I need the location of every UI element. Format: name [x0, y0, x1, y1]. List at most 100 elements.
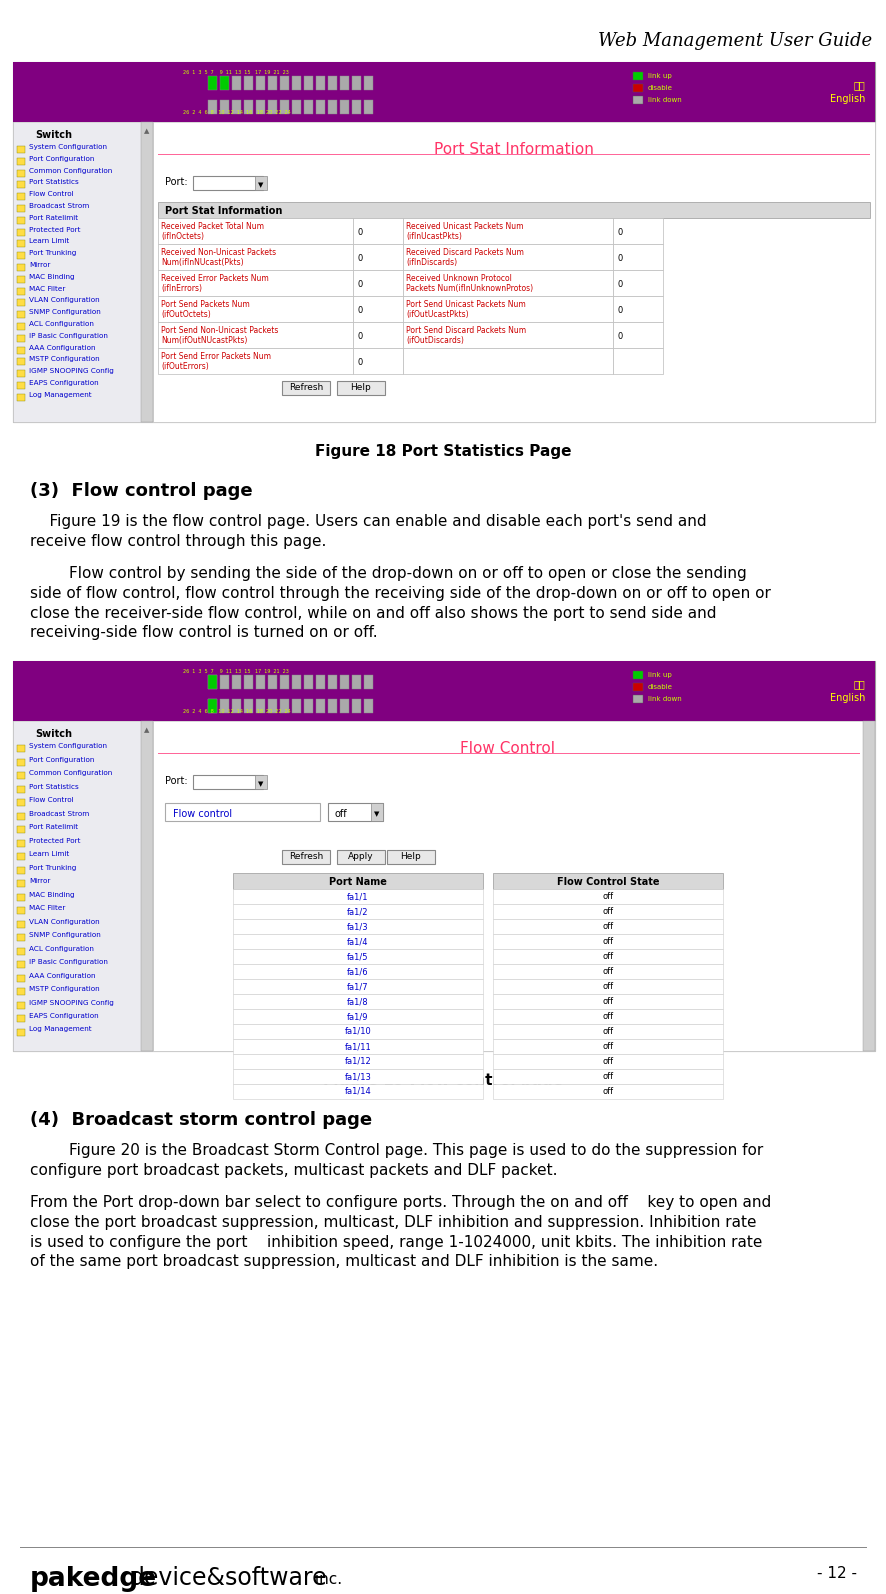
Bar — [291, 77, 300, 89]
Bar — [493, 1039, 722, 1054]
Bar — [315, 700, 324, 713]
Bar — [256, 700, 265, 713]
Text: Figure 20 is the Broadcast Storm Control page. This page is used to do the suppr: Figure 20 is the Broadcast Storm Control… — [30, 1143, 762, 1178]
Bar — [158, 269, 353, 296]
Bar — [612, 347, 662, 375]
Text: MAC Binding: MAC Binding — [29, 274, 74, 281]
Bar — [268, 77, 276, 89]
Text: link down: link down — [648, 97, 681, 104]
Bar — [268, 674, 276, 689]
Bar — [328, 100, 337, 115]
Text: Help: Help — [400, 853, 421, 861]
Text: Mirror: Mirror — [29, 878, 51, 885]
Bar — [17, 840, 25, 846]
Bar — [17, 1015, 25, 1022]
Text: Port Statistics: Port Statistics — [29, 180, 79, 185]
Text: From the Port drop-down bar select to configure ports. Through the on and off   : From the Port drop-down bar select to co… — [30, 1196, 771, 1269]
Bar — [207, 700, 217, 713]
Text: fa1/3: fa1/3 — [346, 921, 369, 931]
Bar — [363, 100, 373, 115]
Bar — [353, 269, 402, 296]
Bar — [315, 674, 324, 689]
Bar — [291, 700, 300, 713]
Bar — [363, 674, 373, 689]
Bar — [17, 894, 25, 901]
Bar — [17, 826, 25, 834]
Bar — [363, 700, 373, 713]
Text: 0: 0 — [358, 228, 363, 238]
Bar — [17, 346, 25, 354]
Bar — [207, 674, 217, 689]
Text: off: off — [602, 921, 613, 931]
Text: MSTP Configuration: MSTP Configuration — [29, 987, 99, 991]
Text: 26  1  3  5  7    9  11  13  15   17  19  21  23: 26 1 3 5 7 9 11 13 15 17 19 21 23 — [183, 70, 289, 75]
Bar — [207, 700, 217, 713]
FancyBboxPatch shape — [193, 775, 263, 789]
Bar — [233, 1023, 483, 1039]
Text: Figure 19 Flow control page: Figure 19 Flow control page — [323, 1073, 563, 1089]
Text: Figure 19 is the flow control page. Users can enable and disable each port's sen: Figure 19 is the flow control page. User… — [30, 513, 706, 548]
Bar — [17, 799, 25, 807]
Bar — [17, 147, 25, 153]
Text: IGMP SNOOPING Config: IGMP SNOOPING Config — [29, 999, 113, 1006]
Bar — [17, 744, 25, 752]
Text: off: off — [602, 1073, 613, 1081]
Text: fa1/10: fa1/10 — [345, 1027, 371, 1036]
Text: ▼: ▼ — [374, 811, 379, 818]
Text: Port Send Error Packets Num
(ifOutErrors): Port Send Error Packets Num (ifOutErrors… — [161, 352, 271, 371]
Bar — [612, 296, 662, 322]
Text: 26  2  4  6  8   10  12  14  16   18  20  22  24: 26 2 4 6 8 10 12 14 16 18 20 22 24 — [183, 110, 291, 115]
Text: fa1/7: fa1/7 — [346, 982, 369, 991]
Text: Learn Limit: Learn Limit — [29, 239, 69, 244]
Bar — [158, 202, 869, 218]
Text: 26  2  4  6  8   10  12  14  16   18  20  22  24: 26 2 4 6 8 10 12 14 16 18 20 22 24 — [183, 709, 291, 714]
Bar — [141, 720, 152, 1050]
Text: Port:: Port: — [165, 776, 188, 786]
Text: Port Configuration: Port Configuration — [29, 757, 94, 762]
Bar — [17, 265, 25, 271]
FancyBboxPatch shape — [282, 381, 330, 395]
Text: fa1/14: fa1/14 — [345, 1087, 371, 1097]
Bar — [493, 964, 722, 979]
Text: Received Unknown Protocol
Packets Num(ifInUnknownProtos): Received Unknown Protocol Packets Num(if… — [406, 274, 532, 293]
Bar — [13, 720, 152, 1050]
Bar — [370, 803, 383, 821]
Bar — [207, 100, 217, 115]
Bar — [17, 287, 25, 295]
Text: device&software: device&software — [130, 1565, 327, 1589]
Text: off: off — [602, 1057, 613, 1066]
Bar — [220, 100, 229, 115]
Bar — [207, 674, 217, 689]
Bar — [17, 867, 25, 874]
Text: 0: 0 — [358, 253, 363, 263]
Text: - 12 -: - 12 - — [816, 1565, 856, 1581]
Text: Flow Control: Flow Control — [29, 191, 74, 198]
Text: Flow Control: Flow Control — [460, 741, 555, 756]
Text: SNMP Configuration: SNMP Configuration — [29, 309, 101, 316]
Bar — [152, 123, 874, 422]
Bar — [402, 322, 612, 347]
Bar — [158, 218, 353, 244]
FancyBboxPatch shape — [328, 803, 383, 821]
FancyBboxPatch shape — [337, 850, 385, 864]
FancyBboxPatch shape — [337, 381, 385, 395]
Text: Log Management: Log Management — [29, 1027, 91, 1033]
Bar — [17, 853, 25, 861]
Text: fa1/8: fa1/8 — [346, 996, 369, 1006]
Bar — [17, 241, 25, 247]
Text: Broadcast Strom: Broadcast Strom — [29, 202, 89, 209]
Bar — [17, 880, 25, 886]
Bar — [633, 72, 642, 80]
Bar — [17, 394, 25, 400]
Bar — [17, 771, 25, 779]
Bar — [633, 96, 642, 104]
Bar — [17, 920, 25, 928]
Text: ACL Configuration: ACL Configuration — [29, 945, 94, 952]
Bar — [17, 370, 25, 378]
Text: off: off — [602, 907, 613, 917]
Bar — [493, 904, 722, 920]
Bar — [328, 674, 337, 689]
Text: EAPS Configuration: EAPS Configuration — [29, 1014, 98, 1019]
Bar — [315, 100, 324, 115]
Text: Port Trunking: Port Trunking — [29, 864, 76, 870]
